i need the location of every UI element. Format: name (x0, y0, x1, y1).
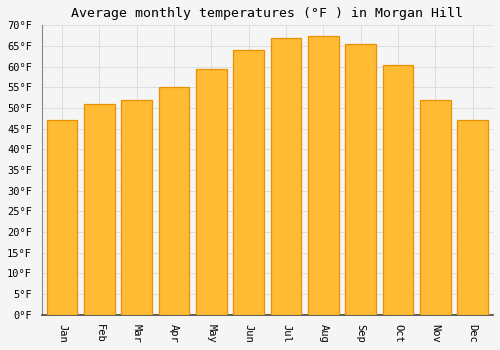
Bar (308, 36, 338, 315)
Bar (234, 50, 264, 315)
Title: Average monthly temperatures (°F ) in Morgan Hill: Average monthly temperatures (°F ) in Mo… (72, 7, 464, 20)
Bar (382, 64, 413, 315)
Bar (346, 44, 376, 315)
Bar (122, 100, 152, 315)
Bar (84, 104, 115, 315)
Bar (159, 87, 190, 315)
Bar (47, 120, 78, 315)
Bar (457, 120, 488, 315)
Bar (270, 38, 302, 315)
Bar (420, 100, 450, 315)
Bar (196, 69, 226, 315)
